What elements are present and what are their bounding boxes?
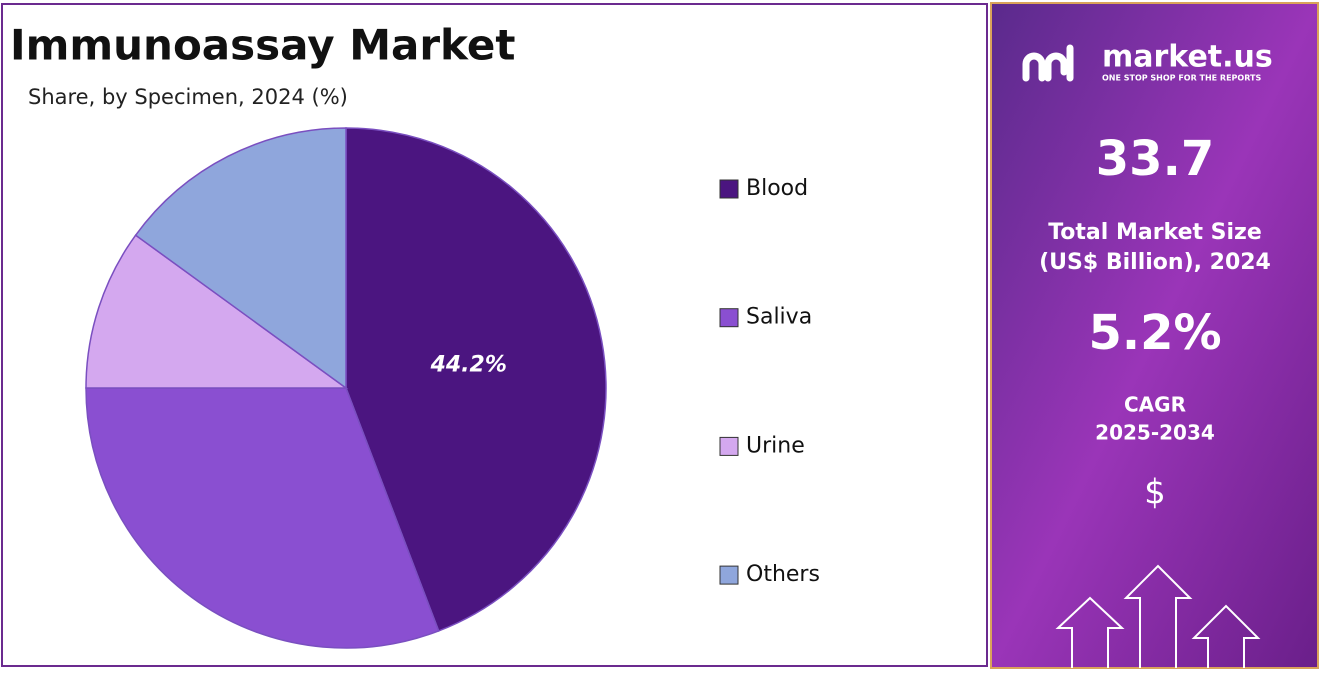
logo: market.us ONE STOP SHOP FOR THE REPORTS — [1022, 40, 1273, 83]
cagr: 5.2% — [1088, 305, 1221, 361]
chart-subtitle: Share, by Specimen, 2024 (%) — [28, 85, 348, 109]
pie-slice — [85, 387, 440, 649]
legend-label: Saliva — [746, 305, 812, 330]
pie-slice — [345, 127, 607, 632]
pie: 44.2% — [85, 127, 607, 649]
cagr-label: 2025-2034 — [1095, 421, 1215, 445]
market-size: 33.7 — [1096, 131, 1214, 187]
cagr-label: CAGR — [1124, 393, 1186, 417]
market-size-label: (US$ Billion), 2024 — [1039, 250, 1271, 275]
data-label: 44.2% — [430, 352, 507, 377]
legend-swatch — [719, 436, 739, 456]
legend-label: Urine — [746, 433, 805, 458]
legend-label: Others — [746, 562, 820, 587]
legend: Blood Saliva Urine Others — [719, 176, 820, 587]
brand: market.us — [1102, 40, 1273, 75]
legend-swatch — [719, 565, 739, 585]
currency-icon: $ — [1144, 473, 1166, 513]
legend-swatch — [719, 179, 739, 199]
arrows-decoration — [1055, 564, 1261, 668]
tagline: ONE STOP SHOP FOR THE REPORTS — [1102, 74, 1261, 83]
chart-title: Immunoassay Market — [10, 21, 515, 70]
pie-slice — [85, 234, 349, 389]
pie-slice — [134, 127, 347, 390]
side-panel — [990, 2, 1319, 669]
market-size-label: Total Market Size — [1048, 220, 1262, 245]
legend-swatch — [719, 308, 739, 328]
legend-label: Blood — [746, 176, 808, 201]
